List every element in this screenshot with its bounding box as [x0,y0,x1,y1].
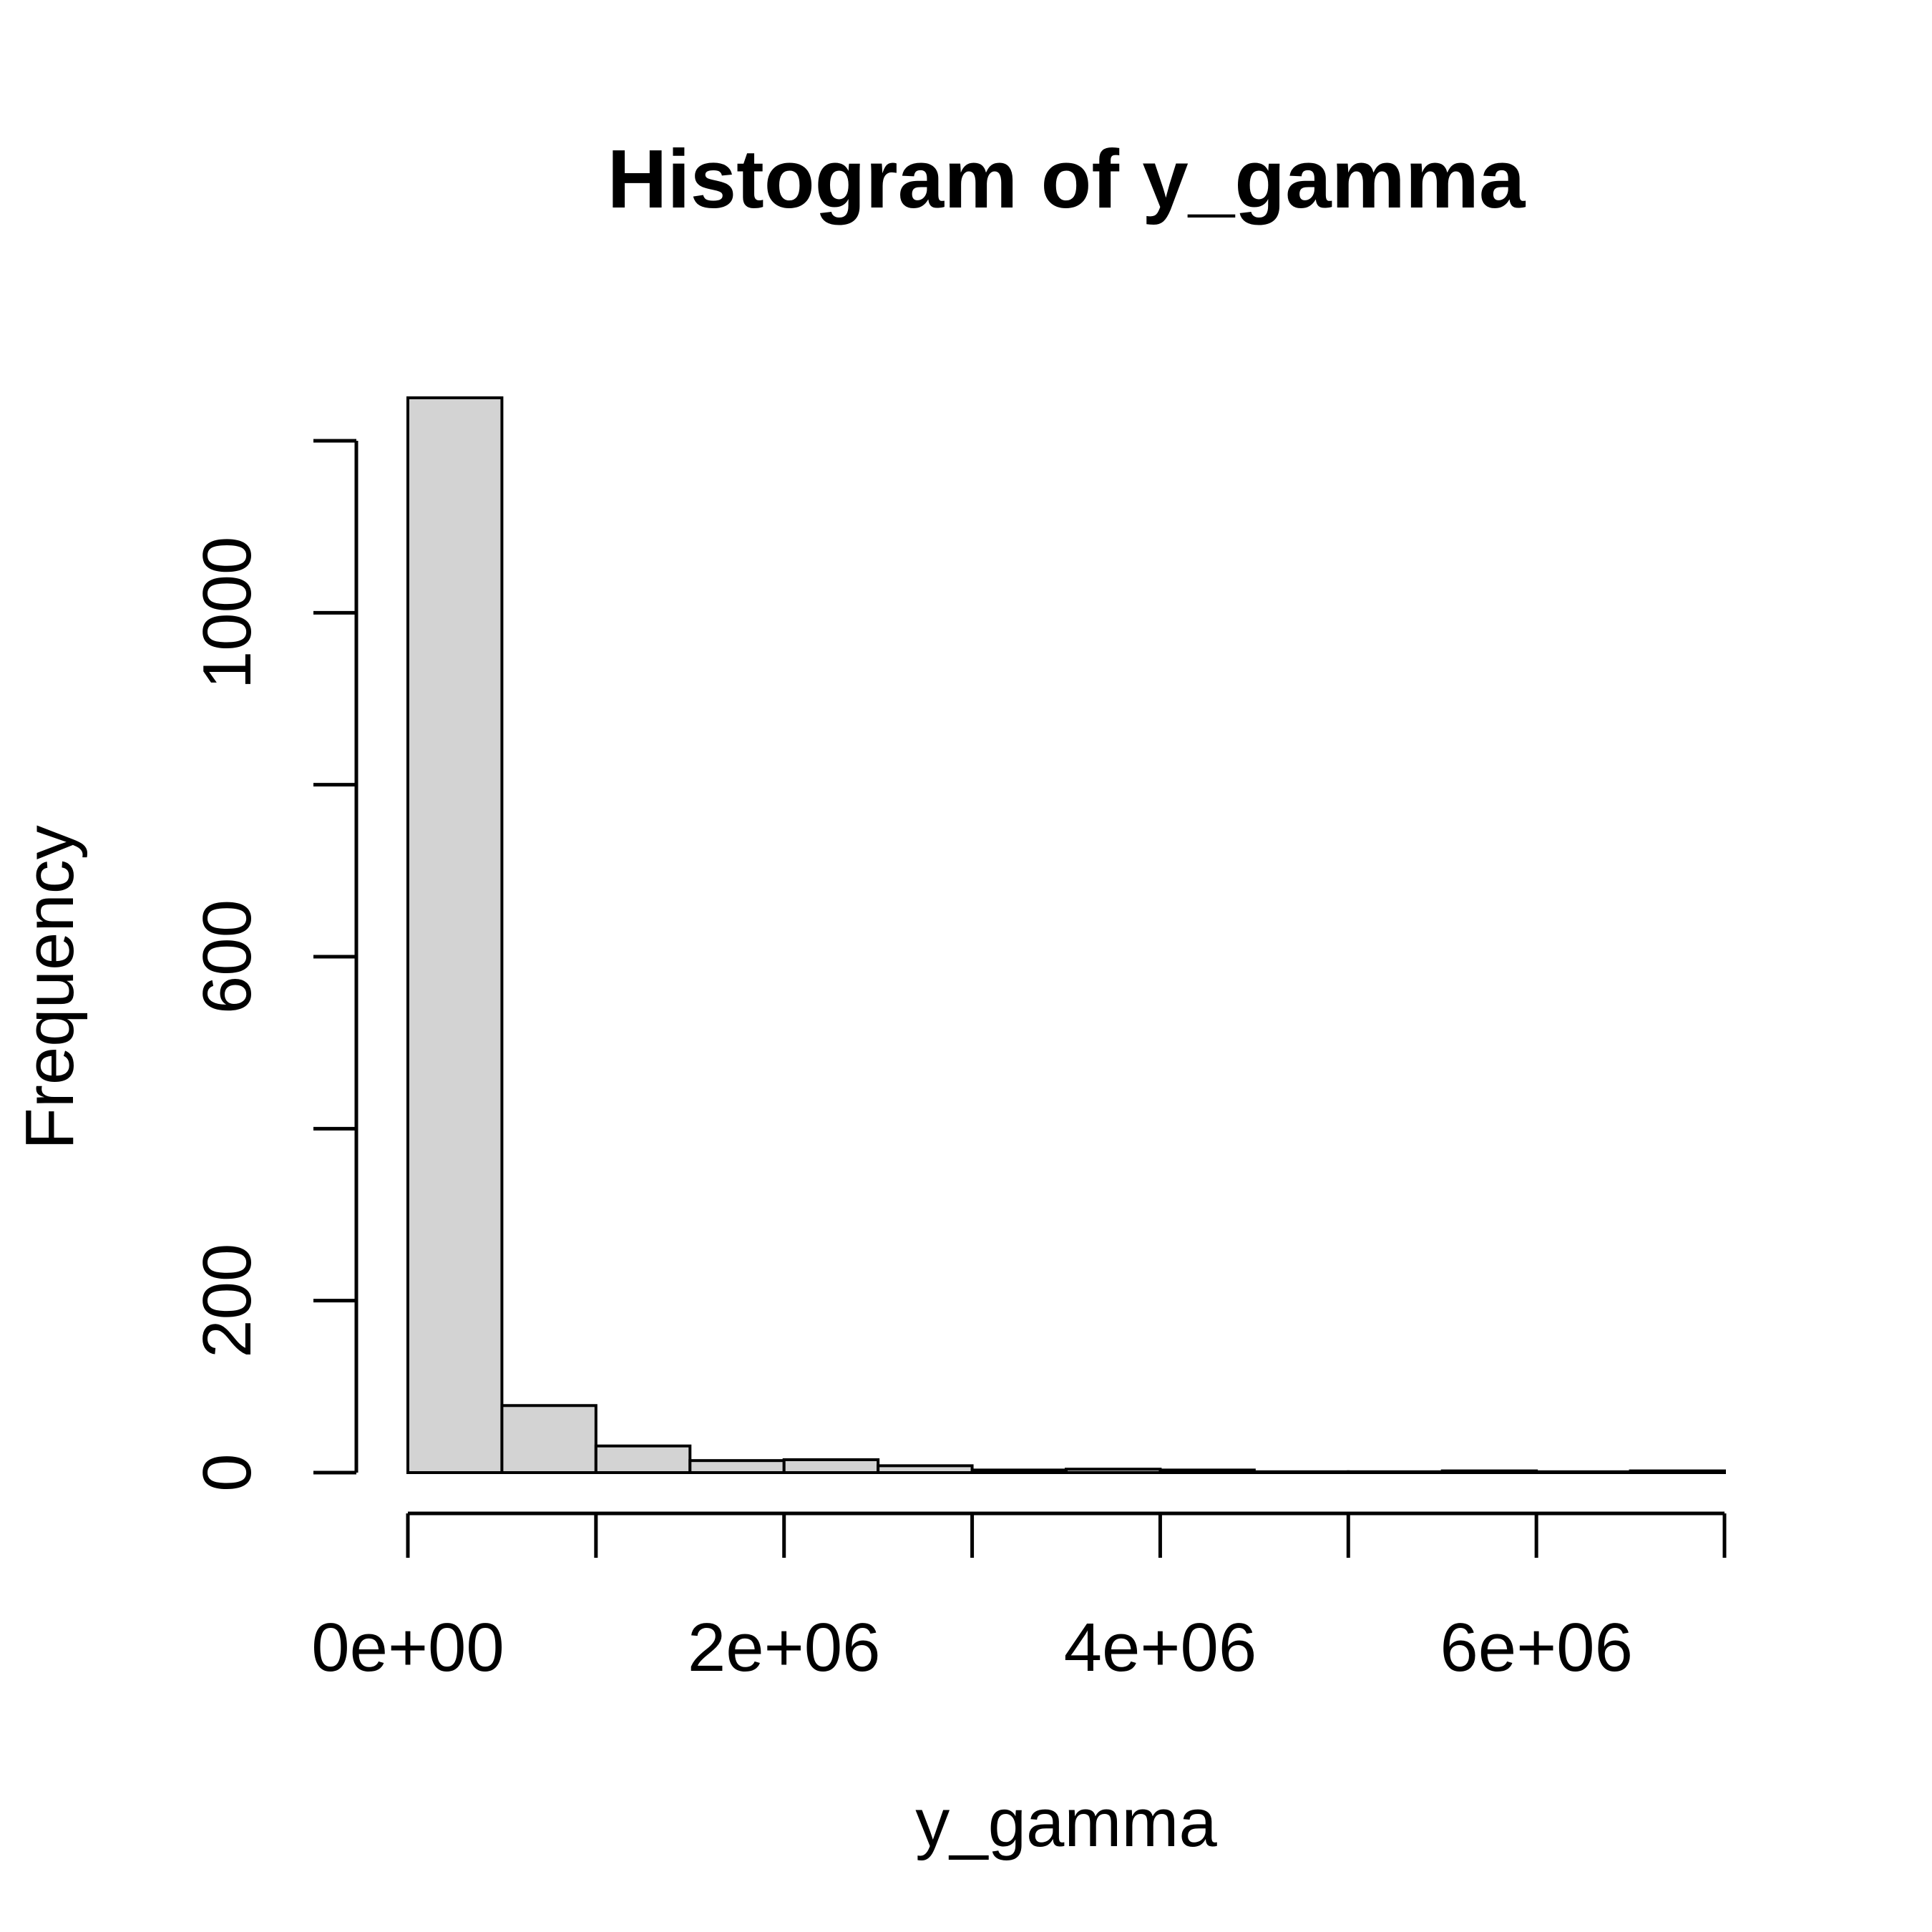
y-tick-label-3: 1000 [189,537,265,690]
y-tick-label-2: 600 [189,899,265,1014]
histogram-bar-10 [1347,1470,1444,1475]
x-axis-label: y_gamma [915,1785,1217,1861]
histogram-bar-5 [877,1464,974,1475]
histogram-bar-7 [1065,1468,1162,1475]
y-axis: 0 200 600 1000 [189,439,358,1492]
chart-title: Histogram of y_gamma [608,132,1526,225]
histogram-bar-1 [500,1404,597,1475]
y-axis-label: Frequency [11,825,88,1150]
x-tick-label-2: 4e+06 [1064,1609,1257,1686]
histogram-bar-11 [1440,1469,1538,1475]
x-tick-label-3: 6e+06 [1440,1609,1633,1686]
histogram-bar-12 [1535,1470,1632,1475]
histogram-bar-13 [1629,1469,1727,1475]
x-axis: 0e+00 2e+06 4e+06 6e+06 [311,1511,1727,1686]
histogram-bar-2 [594,1444,692,1474]
bars-group [406,396,1727,1475]
histogram-bar-8 [1158,1468,1256,1475]
histogram-bar-3 [688,1459,786,1474]
histogram-bar-0 [406,396,504,1475]
x-tick-label-1: 2e+06 [688,1609,881,1686]
histogram-bar-6 [970,1468,1068,1475]
y-tick-label-1: 200 [189,1244,265,1358]
histogram-bar-4 [782,1458,880,1474]
histogram-bar-9 [1252,1470,1350,1475]
y-tick-label-0: 0 [189,1453,265,1491]
x-tick-label-0: 0e+00 [311,1609,504,1686]
